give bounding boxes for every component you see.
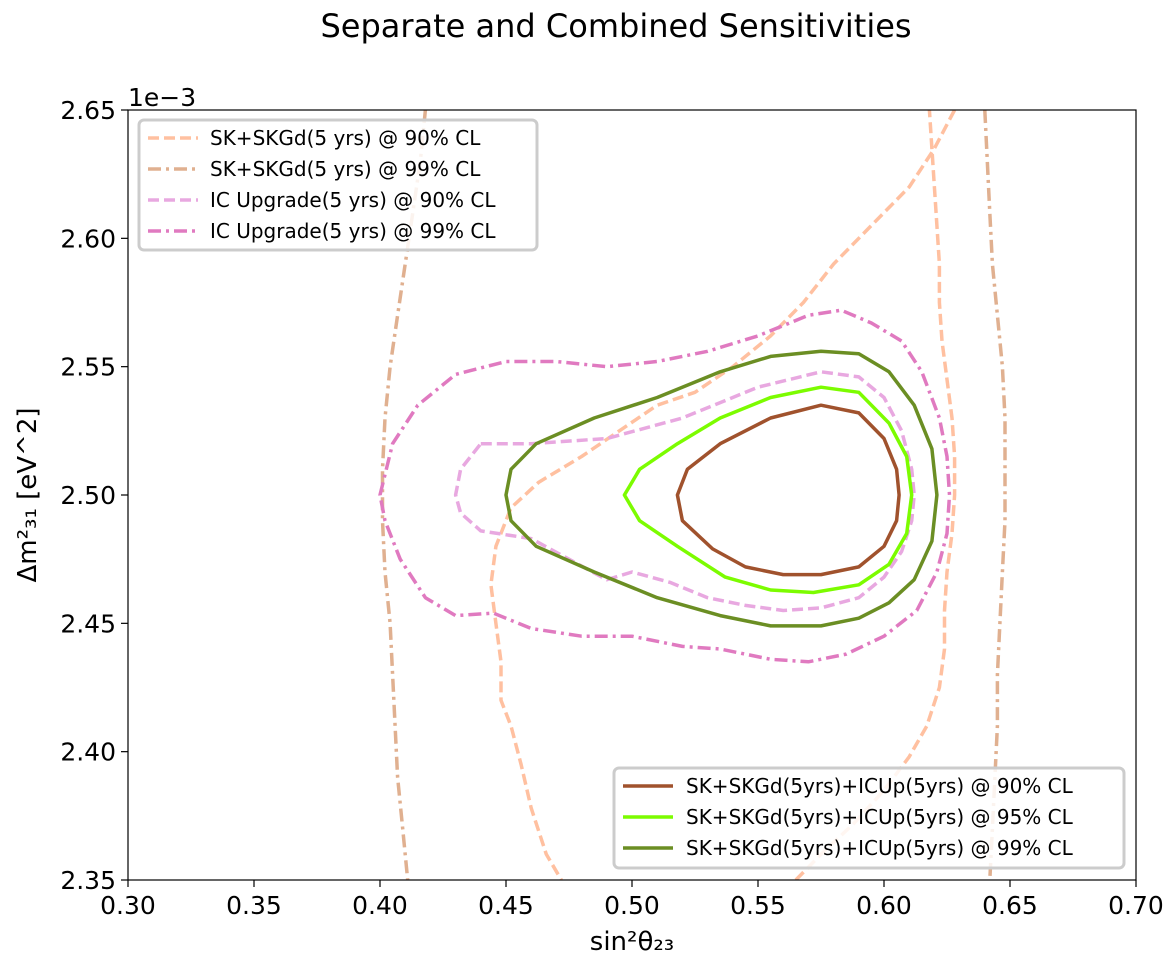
x-axis-label: sin²θ₂₃ <box>590 927 674 957</box>
x-tick-label: 0.40 <box>352 891 408 920</box>
x-tick-label: 0.30 <box>100 891 156 920</box>
y-offset-label: 1e−3 <box>128 83 196 112</box>
y-tick-label: 2.35 <box>60 866 116 895</box>
x-tick-label: 0.60 <box>856 891 912 920</box>
contour-series-6-segment-1 <box>622 385 914 595</box>
y-tick-label: 2.50 <box>60 481 116 510</box>
legend-entry-label: IC Upgrade(5 yrs) @ 90% CL <box>210 188 496 212</box>
y-tick-label: 2.55 <box>60 353 116 382</box>
y-tick-label: 2.40 <box>60 738 116 767</box>
contour-series-2-segment-1 <box>380 110 428 880</box>
legend-box <box>137 118 539 252</box>
legend-entry-label: IC Upgrade(5 yrs) @ 99% CL <box>210 219 496 243</box>
legend-entry-label: SK+SKGd(5 yrs) @ 90% CL <box>210 126 481 150</box>
contour-series-3-segment-1 <box>453 370 916 613</box>
y-tick-label: 2.60 <box>60 224 116 253</box>
contour-series-5-segment-1 <box>675 403 901 577</box>
y-tick-label: 2.65 <box>60 96 116 125</box>
legend-entry-label: SK+SKGd(5yrs)+ICUp(5yrs) @ 90% CL <box>686 774 1074 798</box>
legend-box <box>612 766 1126 870</box>
contour-series-1-segment-2 <box>794 110 957 880</box>
legend-layer: SK+SKGd(5 yrs) @ 90% CL SK+SKGd(5 yrs) @ … <box>137 118 1126 870</box>
x-tick-label: 0.70 <box>1108 891 1164 920</box>
legend-entry-label: SK+SKGd(5 yrs) @ 99% CL <box>210 157 481 181</box>
y-tick-label: 2.45 <box>60 609 116 638</box>
legend-entry-label: SK+SKGd(5yrs)+ICUp(5yrs) @ 99% CL <box>686 836 1074 860</box>
axis-ticks: 0.30 0.35 0.40 0.45 0.50 0.55 0.60 0.65 0.70 2.35… <box>60 96 1164 920</box>
x-tick-label: 0.65 <box>982 891 1038 920</box>
legend-upper-left: SK+SKGd(5 yrs) @ 90% CL SK+SKGd(5 yrs) @ … <box>137 118 539 252</box>
legend-entry-label: SK+SKGd(5yrs)+ICUp(5yrs) @ 95% CL <box>686 805 1074 829</box>
contour-series-1-segment-1 <box>489 110 957 880</box>
chart-title: Separate and Combined Sensitivities <box>320 7 911 45</box>
series-layer <box>378 110 1007 880</box>
x-tick-label: 0.35 <box>226 891 282 920</box>
legend-lower-right: SK+SKGd(5yrs)+ICUp(5yrs) @ 90% CL SK+SKGd… <box>612 766 1126 870</box>
contour-series-4-segment-1 <box>378 308 952 664</box>
x-tick-label: 0.50 <box>604 891 660 920</box>
x-tick-label: 0.45 <box>478 891 534 920</box>
y-axis-label: Δm²₃₁ [eV^2] <box>13 407 43 582</box>
contour-series-7-segment-1 <box>504 349 939 628</box>
x-tick-label: 0.55 <box>730 891 786 920</box>
contour-series-2-segment-2 <box>983 110 1007 880</box>
